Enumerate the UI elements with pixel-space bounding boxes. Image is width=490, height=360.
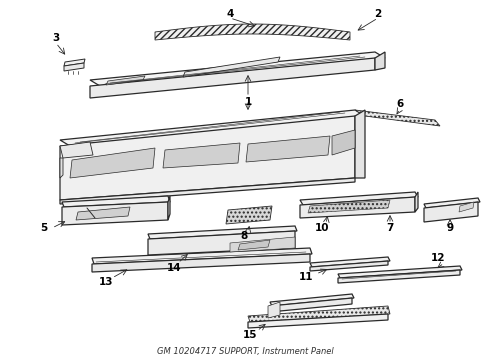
Polygon shape	[60, 142, 93, 158]
Polygon shape	[268, 302, 280, 318]
Text: 7: 7	[386, 223, 393, 233]
Polygon shape	[70, 148, 155, 178]
Text: 5: 5	[40, 223, 48, 233]
Polygon shape	[300, 192, 418, 205]
Polygon shape	[60, 158, 63, 178]
Text: 10: 10	[315, 223, 329, 233]
Polygon shape	[226, 206, 272, 224]
Polygon shape	[415, 192, 418, 212]
Polygon shape	[92, 254, 310, 272]
Text: 4: 4	[226, 9, 234, 19]
Polygon shape	[270, 294, 354, 306]
Polygon shape	[270, 298, 352, 312]
Polygon shape	[355, 110, 365, 178]
Text: 11: 11	[299, 272, 313, 282]
Text: 14: 14	[167, 263, 181, 273]
Polygon shape	[424, 202, 478, 222]
Text: 13: 13	[99, 277, 113, 287]
Polygon shape	[459, 202, 474, 212]
Text: 1: 1	[245, 97, 252, 107]
Polygon shape	[308, 200, 390, 213]
Polygon shape	[90, 52, 385, 86]
Polygon shape	[60, 178, 355, 204]
Polygon shape	[246, 136, 330, 162]
Text: 8: 8	[241, 231, 247, 241]
Polygon shape	[106, 76, 145, 85]
Text: 12: 12	[431, 253, 445, 263]
Text: 9: 9	[446, 223, 454, 233]
Polygon shape	[60, 110, 365, 146]
Polygon shape	[90, 58, 375, 98]
Polygon shape	[310, 257, 390, 267]
Polygon shape	[76, 207, 130, 220]
Polygon shape	[375, 52, 385, 70]
Polygon shape	[230, 237, 295, 252]
Polygon shape	[238, 240, 270, 250]
Polygon shape	[148, 231, 295, 255]
Polygon shape	[300, 197, 415, 218]
Polygon shape	[155, 24, 350, 40]
Polygon shape	[183, 57, 280, 77]
Polygon shape	[168, 196, 170, 220]
Text: 3: 3	[52, 33, 60, 43]
Polygon shape	[64, 59, 85, 66]
Polygon shape	[338, 266, 462, 278]
Text: GM 10204717 SUPPORT, Instrument Panel: GM 10204717 SUPPORT, Instrument Panel	[157, 347, 333, 356]
Polygon shape	[64, 63, 84, 71]
Polygon shape	[92, 248, 312, 264]
Text: 6: 6	[396, 99, 404, 109]
Polygon shape	[332, 130, 355, 155]
Polygon shape	[62, 196, 170, 207]
Polygon shape	[163, 143, 240, 168]
Polygon shape	[310, 261, 388, 271]
Text: 2: 2	[374, 9, 382, 19]
Polygon shape	[248, 306, 390, 322]
Polygon shape	[60, 116, 355, 200]
Text: 15: 15	[243, 330, 257, 340]
Polygon shape	[424, 198, 480, 208]
Polygon shape	[355, 110, 440, 126]
Polygon shape	[62, 202, 168, 225]
Polygon shape	[338, 270, 460, 283]
Polygon shape	[248, 314, 388, 328]
Polygon shape	[148, 226, 297, 239]
